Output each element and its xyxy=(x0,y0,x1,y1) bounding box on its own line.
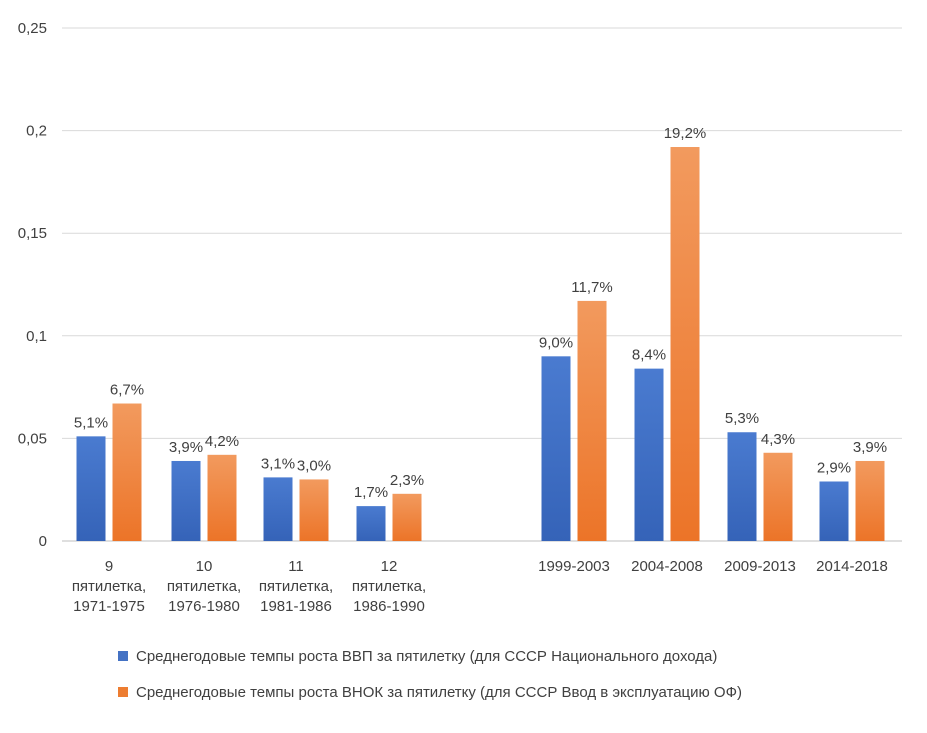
data-label: 4,2% xyxy=(205,433,239,450)
bar-gdp-7 xyxy=(727,432,757,541)
legend-swatch-gdp xyxy=(118,651,128,661)
data-label: 3,9% xyxy=(169,439,203,456)
x-tick-label: 2009-2013 xyxy=(724,558,796,575)
y-tick-label: 0,2 xyxy=(26,123,47,140)
y-axis-ticks: 0 0,05 0,1 0,15 0,2 0,25 xyxy=(18,20,47,550)
data-label: 11,7% xyxy=(571,279,612,296)
data-label: 3,1% xyxy=(261,455,295,472)
y-tick-label: 0,1 xyxy=(26,328,47,345)
x-tick-label: 1999-2003 xyxy=(538,558,610,575)
bar-investment-7 xyxy=(763,452,793,541)
x-tick-label-line: 9 xyxy=(105,558,113,575)
bar-investment-3 xyxy=(392,493,422,541)
y-tick-label: 0,15 xyxy=(18,225,47,242)
data-label: 4,3% xyxy=(761,431,795,448)
x-tick-label: 2014-2018 xyxy=(816,558,888,575)
x-tick-label: 9 пятилетка, 1971-1975 xyxy=(72,558,146,615)
legend: Среднегодовые темпы роста ВВП за пятилет… xyxy=(118,643,878,705)
bar-investment-5 xyxy=(577,300,607,541)
x-tick-label-line: пятилетка, xyxy=(352,578,426,595)
bar-gdp-3 xyxy=(356,506,386,541)
bar-investment-6 xyxy=(670,147,700,542)
x-tick-label: 11 пятилетка, 1981-1986 xyxy=(259,558,333,615)
bar-gdp-5 xyxy=(541,356,571,541)
legend-entry-investment[interactable]: Среднегодовые темпы роста ВНОК за пятиле… xyxy=(118,679,878,705)
x-tick-label-line: 1971-1975 xyxy=(73,598,145,615)
bars xyxy=(76,147,885,542)
x-tick-label-line: 2004-2008 xyxy=(631,558,703,575)
legend-entry-gdp[interactable]: Среднегодовые темпы роста ВВП за пятилет… xyxy=(118,643,878,669)
data-label: 6,7% xyxy=(110,382,144,399)
data-label: 3,0% xyxy=(297,457,331,474)
data-label: 1,7% xyxy=(354,484,388,501)
data-label: 5,1% xyxy=(74,414,108,431)
data-label: 9,0% xyxy=(539,334,573,351)
legend-label-investment: Среднегодовые темпы роста ВНОК за пятиле… xyxy=(136,683,742,701)
x-tick-label-line: 12 xyxy=(381,558,398,575)
x-tick-label: 12 пятилетка, 1986-1990 xyxy=(352,558,426,615)
legend-swatch-investment xyxy=(118,687,128,697)
bar-investment-2 xyxy=(299,479,329,541)
gridlines xyxy=(62,27,902,542)
y-tick-label: 0,25 xyxy=(18,20,47,37)
y-tick-label: 0 xyxy=(39,533,47,550)
x-tick-label-line: 1981-1986 xyxy=(260,598,332,615)
bar-gdp-1 xyxy=(171,460,201,541)
x-tick-label-line: 2009-2013 xyxy=(724,558,796,575)
bar-gdp-6 xyxy=(634,368,664,541)
data-label: 2,3% xyxy=(390,472,424,489)
x-tick-label-line: 2014-2018 xyxy=(816,558,888,575)
data-labels: 5,1% 3,9% 3,1% 1,7% 9,0% 8,4% 5,3% 2,9% 6,7% 4,2%… xyxy=(74,125,887,501)
x-tick-label-line: 1999-2003 xyxy=(538,558,610,575)
x-tick-label-line: пятилетка, xyxy=(259,578,333,595)
x-tick-label: 2004-2008 xyxy=(631,558,703,575)
data-label: 5,3% xyxy=(725,410,759,427)
x-axis-ticks: 9 пятилетка, 1971-1975 10 пятилетка, 1976-198… xyxy=(72,558,888,615)
x-tick-label-line: 11 xyxy=(288,558,304,575)
data-label: 8,4% xyxy=(632,347,666,364)
data-label: 2,9% xyxy=(817,459,851,476)
bar-investment-8 xyxy=(855,460,885,541)
bar-investment-0 xyxy=(112,403,142,541)
x-tick-label-line: пятилетка, xyxy=(72,578,146,595)
y-tick-label: 0,05 xyxy=(18,430,47,447)
x-tick-label: 10 пятилетка, 1976-1980 xyxy=(167,558,241,615)
bar-gdp-2 xyxy=(263,477,293,541)
bar-gdp-8 xyxy=(819,481,849,541)
bar-investment-1 xyxy=(207,454,237,541)
x-tick-label-line: 1986-1990 xyxy=(353,598,425,615)
x-tick-label-line: 1976-1980 xyxy=(168,598,240,615)
data-label: 3,9% xyxy=(853,439,887,456)
data-label: 19,2% xyxy=(664,125,707,142)
x-tick-label-line: 10 xyxy=(196,558,213,575)
bar-gdp-0 xyxy=(76,436,106,541)
legend-label-gdp: Среднегодовые темпы роста ВВП за пятилет… xyxy=(136,647,718,665)
x-tick-label-line: пятилетка, xyxy=(167,578,241,595)
